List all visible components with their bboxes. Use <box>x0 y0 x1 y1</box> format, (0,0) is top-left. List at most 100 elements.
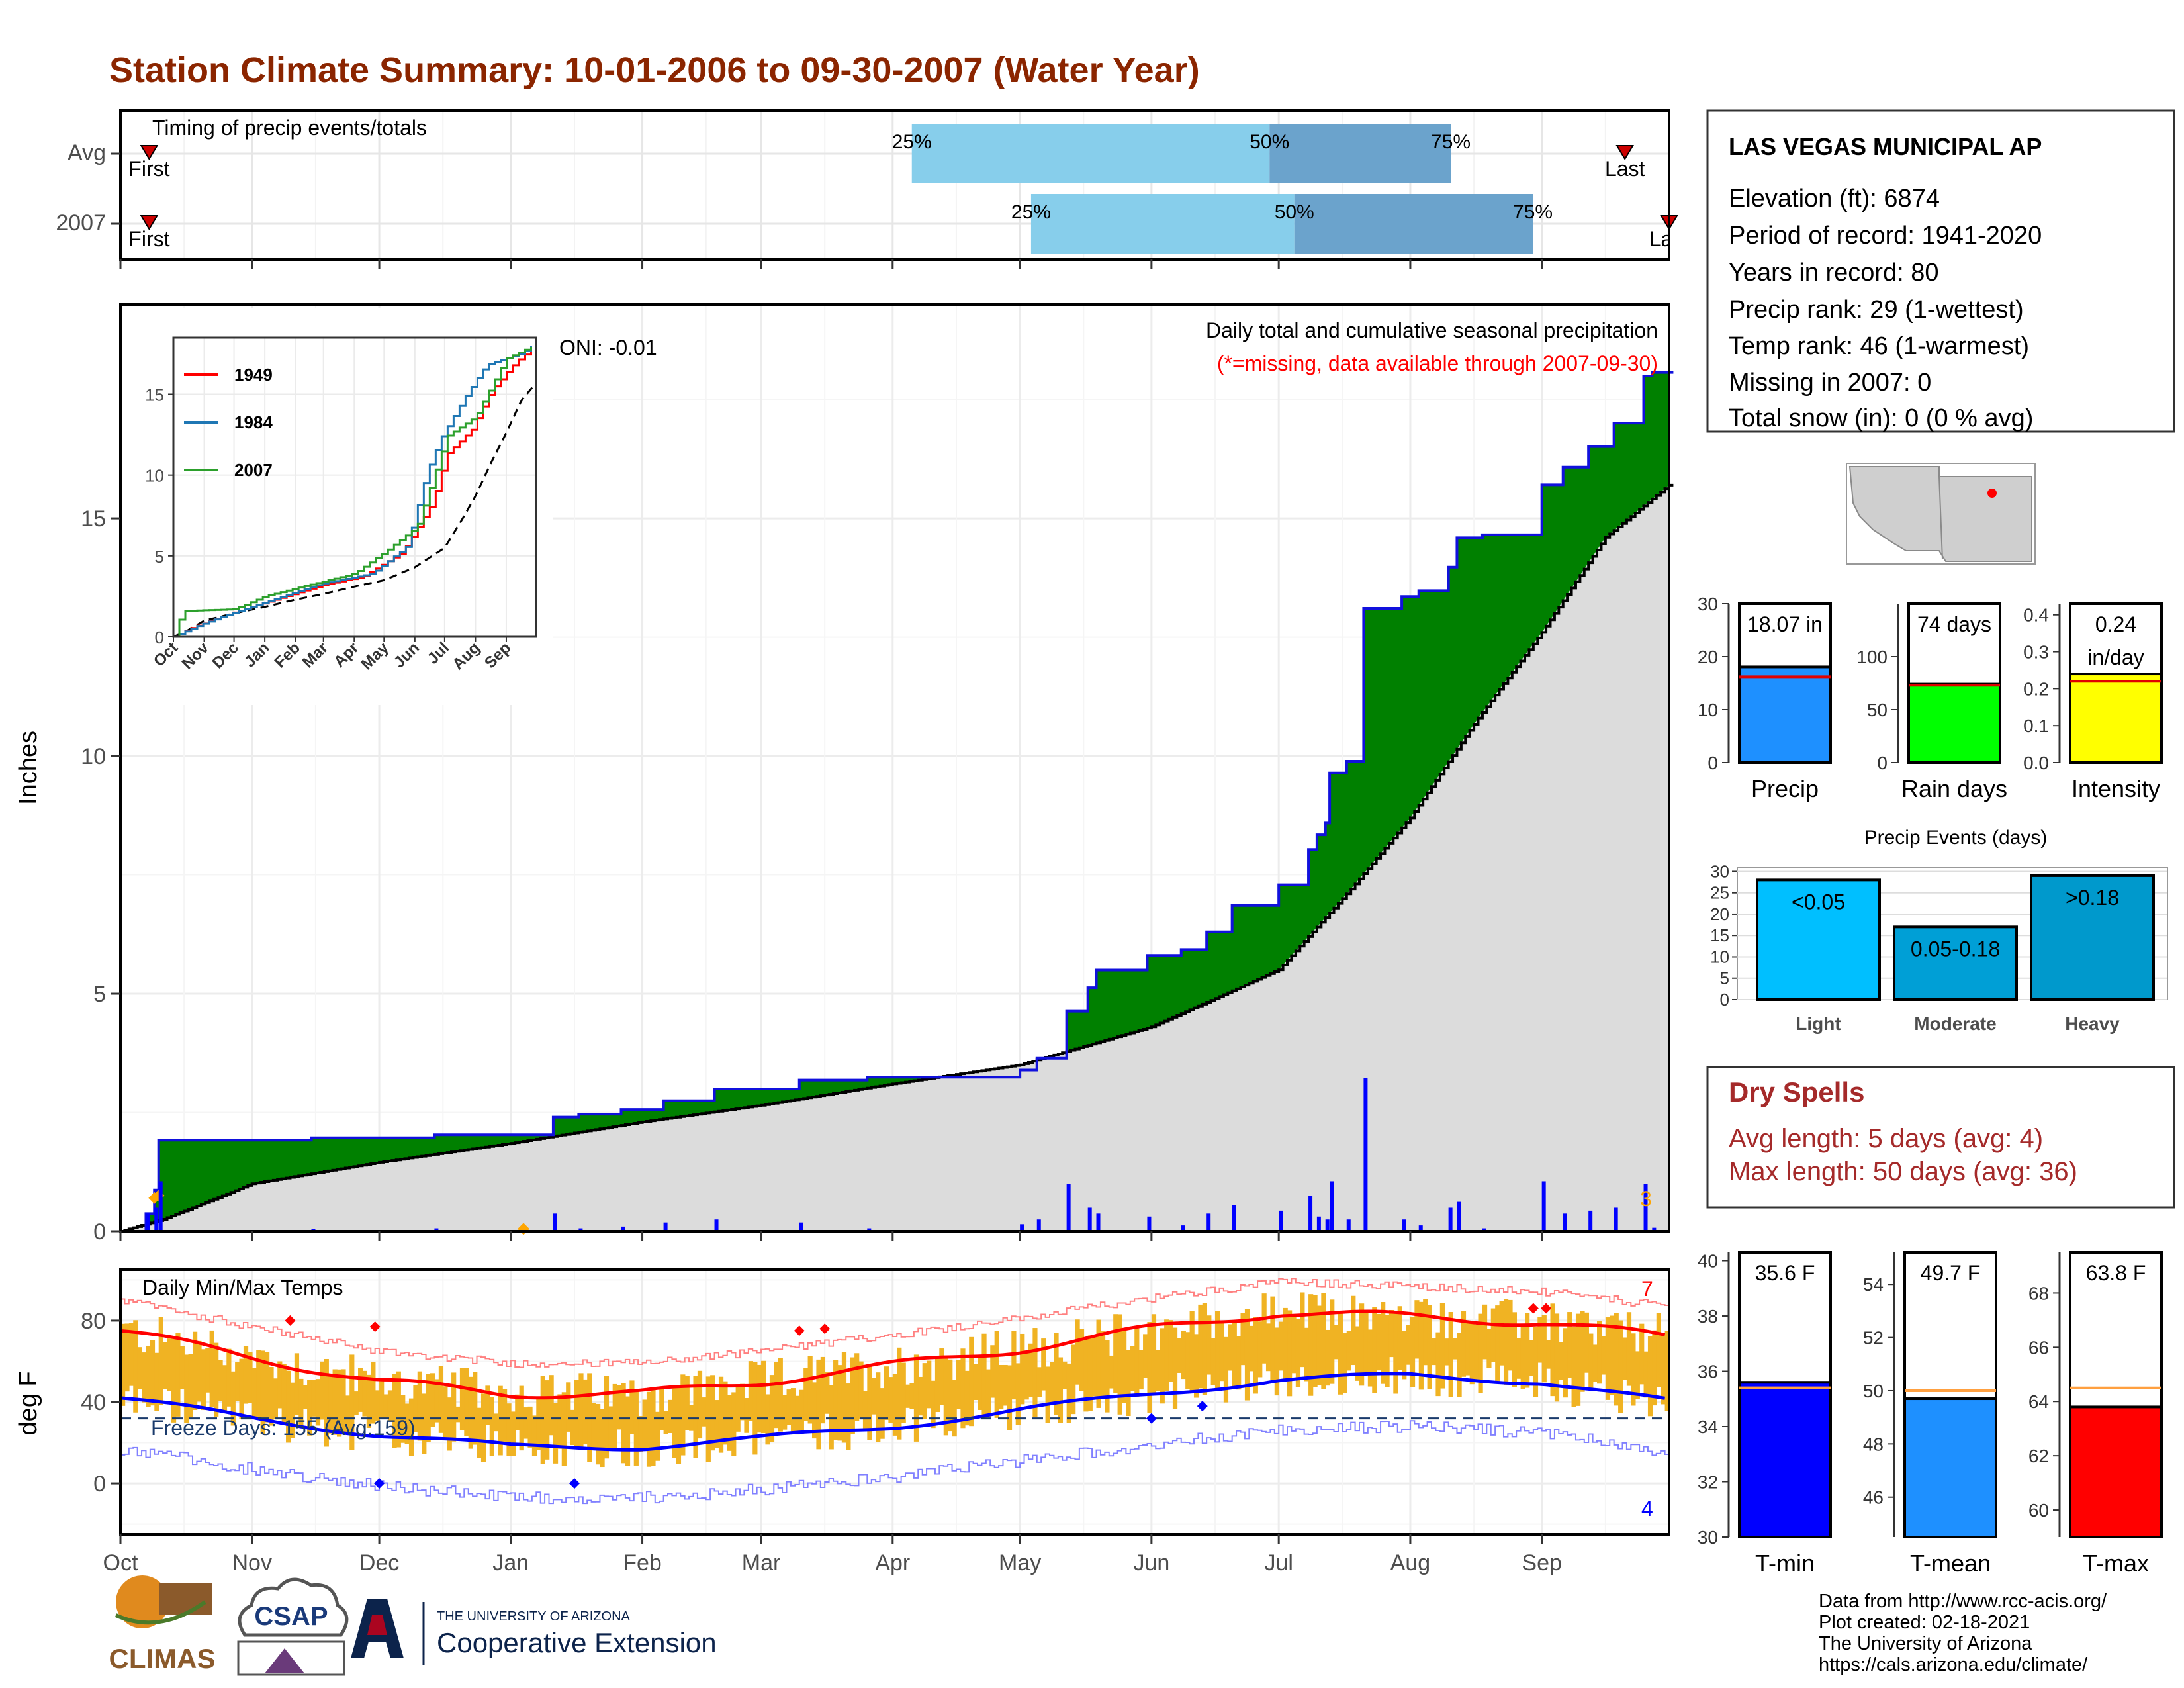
precip-deviation-fill <box>494 1135 499 1146</box>
precip-deviation-fill <box>600 1114 605 1129</box>
daily-temp-bar <box>1626 1312 1632 1386</box>
station-box-frame <box>1706 109 2175 433</box>
daily-temp-bar <box>934 1356 940 1413</box>
precip-deviation-fill <box>672 1100 677 1118</box>
daily-temp-bar <box>617 1385 622 1430</box>
timing-label-75: 75% <box>1431 131 1471 153</box>
precip-deviation-fill <box>1300 884 1305 947</box>
csap-logo-mountain <box>265 1648 304 1673</box>
record-high-marker <box>1527 1303 1539 1314</box>
daily-temp-bar <box>146 1345 151 1407</box>
precip-deviation-fill <box>1418 590 1424 806</box>
precip-deviation-fill <box>1529 534 1534 650</box>
summary-y-tick-label: 50 <box>1867 700 1888 720</box>
precip-deviation-fill <box>799 1080 804 1100</box>
daily-temp-bar <box>120 1323 126 1406</box>
daily-temp-bar <box>1414 1300 1420 1359</box>
daily-temp-bar <box>1533 1327 1539 1397</box>
daily-temp-bar <box>1257 1321 1263 1378</box>
daily-temp-bar <box>1121 1329 1127 1403</box>
precip-deviation-fill <box>841 1080 846 1092</box>
precip-deviation-fill <box>477 1135 482 1149</box>
daily-temp-bar <box>1597 1321 1602 1384</box>
events-y-tick-label: 30 <box>1710 861 1729 881</box>
precip-deviation-fill <box>1402 596 1407 828</box>
daily-temp-bar <box>952 1380 957 1437</box>
daily-temp-bar <box>171 1336 177 1423</box>
daily-temp-bar <box>854 1353 860 1421</box>
daily-temp-bar <box>1041 1338 1046 1391</box>
daily-temp-bar <box>1571 1326 1576 1407</box>
precip-deviation-fill <box>171 1140 176 1217</box>
precip-deviation-fill <box>1490 534 1496 701</box>
daily-temp-bar <box>239 1358 244 1419</box>
daily-temp-bar <box>175 1333 181 1417</box>
dry-spells-max: Max length: 50 days (avg: 36) <box>1729 1157 2077 1186</box>
precip-deviation-fill <box>1388 608 1394 843</box>
precip-deviation-fill <box>1075 1011 1080 1049</box>
summary-y-tick-label: 64 <box>2028 1391 2049 1412</box>
daily-temp-bar <box>1168 1320 1173 1382</box>
precip-deviation-fill <box>540 1135 545 1139</box>
precip-deviation-fill <box>816 1080 821 1097</box>
daily-temp-bar <box>1622 1337 1627 1380</box>
daily-temp-bar <box>956 1360 962 1409</box>
precip-deviation-fill <box>464 1135 469 1150</box>
precip-deviation-fill <box>1423 590 1428 800</box>
record-high-count: 7 <box>1641 1277 1653 1301</box>
precip-deviation-fill <box>1376 608 1381 859</box>
precip-deviation-fill <box>1172 955 1177 1017</box>
precip-deviation-fill <box>557 1117 563 1136</box>
summary-bar-value-label: 0.24 <box>2095 612 2136 636</box>
daily-temp-bar <box>1580 1311 1585 1392</box>
timing-panel: 25% 50% 75% First Last 25% 50% 75% First Last Tim… <box>56 109 1678 261</box>
events-bar <box>1893 925 2018 1002</box>
precip-deviation-fill <box>1385 608 1390 849</box>
precip-deviation-fill <box>1406 596 1411 823</box>
daily-temp-bar <box>1071 1344 1076 1415</box>
precip-deviation-fill <box>1164 955 1169 1021</box>
daily-temp-bar <box>124 1323 130 1392</box>
daily-temp-bar <box>1177 1338 1182 1373</box>
daily-temp-bar <box>1610 1315 1615 1395</box>
daily-temp-bar <box>596 1403 601 1465</box>
daily-temp-bar <box>1147 1321 1152 1413</box>
precip-deviation-fill <box>214 1140 219 1199</box>
dry-spells-box: Dry Spells Avg length: 5 days (avg: 4) M… <box>1706 1066 2175 1209</box>
precip-deviation-fill <box>1381 608 1386 854</box>
precip-deviation-fill <box>519 1135 524 1143</box>
precip-deviation-fill <box>1499 534 1504 690</box>
daily-precip-bar <box>553 1213 557 1231</box>
daily-temp-bar <box>413 1385 418 1432</box>
daily-temp-bar <box>913 1354 919 1442</box>
precip-deviation-fill <box>1274 905 1279 972</box>
daily-precip-bar <box>1482 1228 1486 1231</box>
precip-deviation-fill <box>617 1114 622 1127</box>
daily-temp-bar <box>1054 1333 1059 1415</box>
daily-temp-bar <box>1635 1351 1640 1399</box>
precip-deviation-fill <box>218 1140 223 1198</box>
daily-temp-bar <box>718 1376 724 1453</box>
precip-deviation-fill <box>1414 596 1420 812</box>
daily-temp-bar <box>981 1333 987 1419</box>
precip-deviation-fill <box>1351 761 1356 890</box>
timing-label-25: 25% <box>1011 201 1051 223</box>
daily-temp-bar <box>353 1391 359 1415</box>
precip-deviation-fill <box>752 1088 758 1107</box>
daily-precip-bar <box>578 1228 583 1231</box>
avg-cumulative-line <box>120 483 1674 1233</box>
precip-deviation-fill <box>1559 485 1564 608</box>
avg-cumulative-area <box>120 485 1669 1231</box>
daily-temp-bar <box>1287 1310 1293 1397</box>
daily-temp-bar <box>820 1356 826 1424</box>
precip-deviation-fill <box>545 1135 550 1138</box>
daily-temp-bar <box>795 1395 800 1435</box>
daily-temp-bar <box>264 1352 270 1423</box>
precip-y-label: Inches <box>15 731 42 805</box>
temp-bars <box>120 1292 1670 1468</box>
daily-temp-bar <box>1066 1363 1071 1423</box>
precip-deviation-fill <box>1550 485 1555 620</box>
daily-precip-bar <box>1316 1216 1321 1231</box>
precip-deviation-fill <box>651 1109 656 1121</box>
daily-temp-bar <box>214 1342 219 1417</box>
